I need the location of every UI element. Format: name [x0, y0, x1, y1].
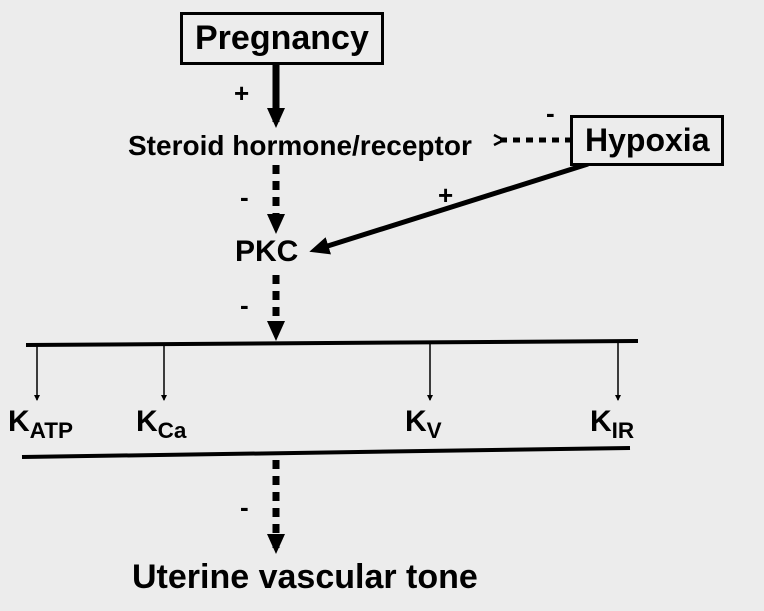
steroid-label: Steroid hormone/receptor: [128, 130, 472, 161]
edges-layer: [0, 0, 764, 611]
node-k-ir: KIR: [590, 405, 634, 444]
node-pkc: PKC: [235, 235, 298, 269]
k-atp-sub: ATP: [30, 418, 73, 443]
node-k-atp: KATP: [8, 405, 73, 444]
node-hypoxia: Hypoxia: [570, 115, 724, 166]
node-k-ca: KCa: [136, 405, 186, 444]
hypoxia-label: Hypoxia: [585, 122, 709, 158]
k-ir-main: K: [590, 405, 612, 438]
k-atp-main: K: [8, 405, 30, 438]
sign-plus-1: +: [234, 78, 249, 109]
node-pregnancy: Pregnancy: [180, 12, 384, 65]
k-v-main: K: [405, 405, 427, 438]
node-steroid: Steroid hormone/receptor: [128, 130, 472, 162]
sign-minus-hypoxia: -: [546, 98, 555, 129]
k-v-sub: V: [427, 418, 442, 443]
sign-minus-1: -: [240, 182, 249, 213]
sign-minus-3: -: [240, 492, 249, 523]
k-ca-main: K: [136, 405, 158, 438]
k-ir-sub: IR: [612, 418, 635, 443]
node-k-v: KV: [405, 405, 442, 444]
k-ca-sub: Ca: [158, 418, 187, 443]
sign-minus-2: -: [240, 290, 249, 321]
pkc-label: PKC: [235, 235, 298, 268]
pregnancy-label: Pregnancy: [195, 19, 369, 57]
sign-plus-2: +: [438, 180, 453, 211]
uterine-label: Uterine vascular tone: [132, 558, 478, 596]
node-uterine: Uterine vascular tone: [132, 558, 478, 597]
